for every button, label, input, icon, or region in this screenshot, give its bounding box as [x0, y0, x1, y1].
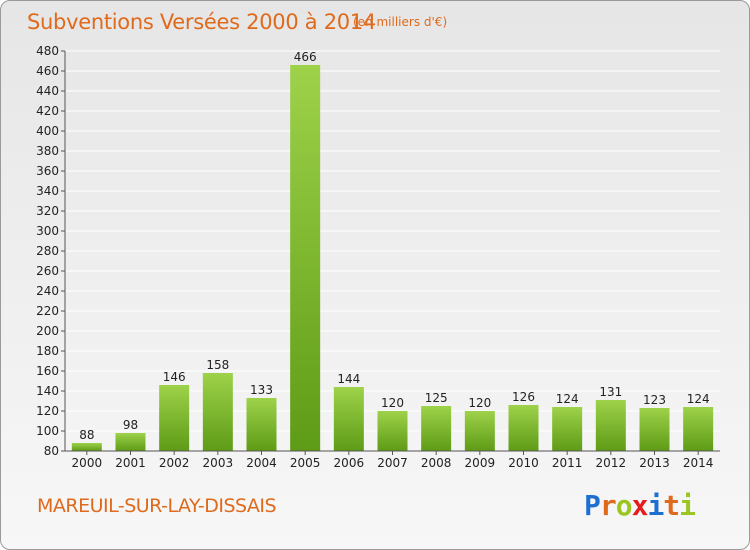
bar-2011	[552, 407, 583, 451]
x-tick-label: 2012	[596, 456, 627, 470]
x-tick-label: 2011	[552, 456, 583, 470]
data-label-2011: 124	[556, 392, 579, 406]
logo-letter: r	[599, 489, 617, 522]
y-tick-label: 480	[36, 44, 59, 58]
y-tick-label: 180	[36, 344, 59, 358]
bar-2013	[639, 408, 670, 451]
logo-letter: i	[647, 489, 664, 522]
logo-letter: i	[679, 489, 696, 522]
x-tick-label: 2005	[290, 456, 321, 470]
bar-2001	[115, 433, 146, 451]
bar-2002	[159, 385, 190, 451]
y-tick-label: 360	[36, 164, 59, 178]
chart-unit: (en milliers d'€)	[353, 15, 448, 29]
bar-2000	[71, 443, 102, 451]
y-tick-label: 300	[36, 224, 59, 238]
bar-2003	[202, 373, 233, 451]
bar-2007	[377, 411, 408, 451]
bar-2006	[333, 387, 364, 451]
data-label-2013: 123	[643, 393, 666, 407]
y-tick-label: 380	[36, 144, 59, 158]
x-tick-label: 2009	[465, 456, 496, 470]
y-tick-label: 340	[36, 184, 59, 198]
logo-letter: P	[584, 489, 601, 522]
commune-name: MAREUIL-SUR-LAY-DISSAIS	[37, 495, 277, 517]
data-label-2005: 466	[294, 50, 317, 64]
bar-2014	[683, 407, 714, 451]
bar-2010	[508, 405, 539, 451]
y-tick-label: 100	[36, 424, 59, 438]
x-tick-label: 2002	[159, 456, 190, 470]
y-tick-label: 220	[36, 304, 59, 318]
x-tick-label: 2008	[421, 456, 452, 470]
y-tick-label: 200	[36, 324, 59, 338]
logo-letter: t	[663, 489, 680, 522]
bars: 88 98 146 158 133 466 144 120 125 120 126 124 131 123…	[71, 50, 714, 451]
y-tick-label: 160	[36, 364, 59, 378]
chart-title: Subventions Versées 2000 à 2014	[27, 10, 376, 34]
x-tick-label: 2010	[508, 456, 539, 470]
axes: 80 100 120 140 160 180 200 220 240 260 280 300 320 34…	[36, 44, 720, 470]
bar-2009	[464, 411, 495, 451]
x-tick-label: 2007	[377, 456, 408, 470]
x-tick-label: 2013	[639, 456, 670, 470]
logo-letter: o	[615, 489, 633, 522]
y-tick-label: 420	[36, 104, 59, 118]
x-tick-label: 2004	[246, 456, 277, 470]
bar-2004	[246, 398, 277, 451]
data-label-2001: 98	[123, 418, 138, 432]
y-tick-label: 320	[36, 204, 59, 218]
y-tick-label: 120	[36, 404, 59, 418]
y-tick-label: 80	[44, 444, 59, 458]
data-label-2014: 124	[687, 392, 710, 406]
data-label-2002: 146	[163, 370, 186, 384]
y-tick-label: 460	[36, 64, 59, 78]
x-tick-label: 2000	[72, 456, 103, 470]
y-tick-label: 400	[36, 124, 59, 138]
bar-2005	[290, 65, 321, 451]
x-tick-label: 2003	[203, 456, 234, 470]
y-tick-label: 260	[36, 264, 59, 278]
x-tick-label: 2001	[115, 456, 146, 470]
data-label-2004: 133	[250, 383, 273, 397]
proxiti-logo[interactable]: Proxiti	[584, 489, 696, 522]
y-tick-label: 140	[36, 384, 59, 398]
x-tick-label: 2014	[683, 456, 714, 470]
data-label-2003: 158	[206, 358, 229, 372]
data-label-2009: 120	[468, 396, 491, 410]
logo-letter: x	[631, 489, 649, 522]
bar-2008	[421, 406, 452, 451]
data-label-2010: 126	[512, 390, 535, 404]
x-tick-label: 2006	[334, 456, 365, 470]
y-tick-label: 240	[36, 284, 59, 298]
data-label-2008: 125	[425, 391, 448, 405]
y-tick-label: 280	[36, 244, 59, 258]
y-tick-label: 440	[36, 84, 59, 98]
bar-2012	[595, 400, 626, 451]
data-label-2012: 131	[599, 385, 622, 399]
data-label-2000: 88	[79, 428, 94, 442]
data-label-2006: 144	[337, 372, 360, 386]
data-label-2007: 120	[381, 396, 404, 410]
